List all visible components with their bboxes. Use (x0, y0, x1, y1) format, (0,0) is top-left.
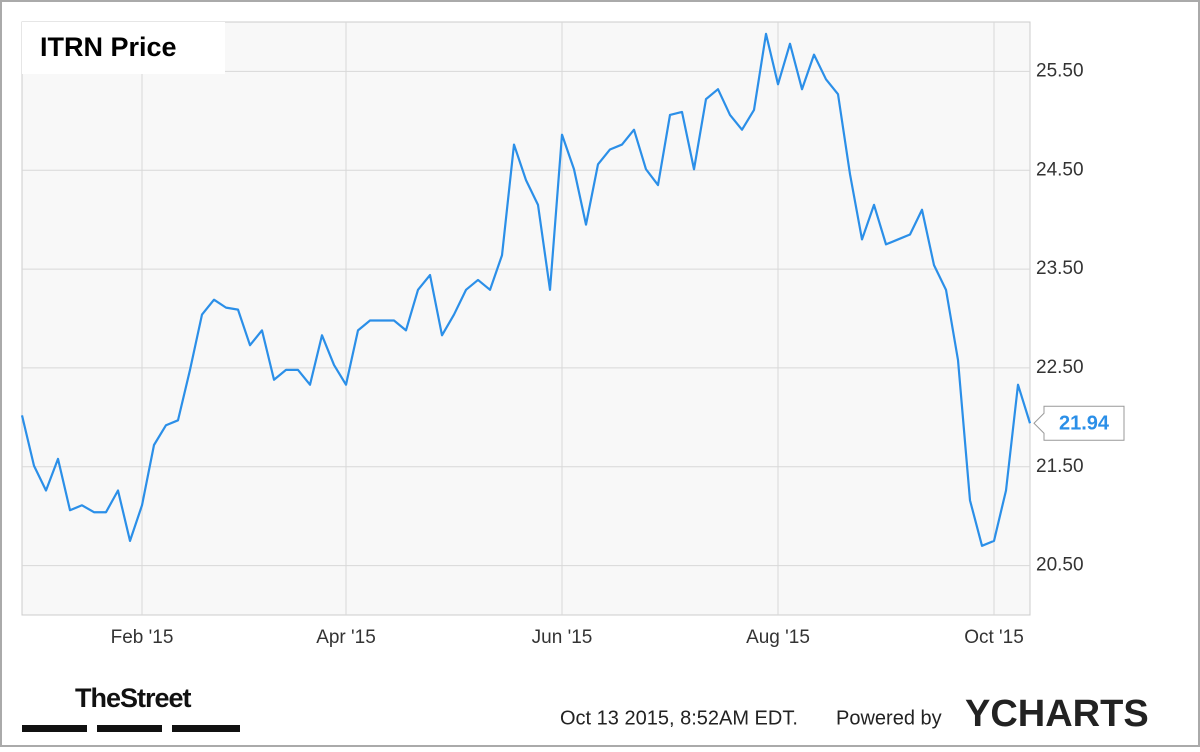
thestreet-logo: TheStreet (75, 683, 192, 713)
last-value-label: 21.94 (1059, 413, 1110, 435)
title-box (22, 22, 225, 74)
ycharts-logo: YCHARTS (965, 693, 1149, 735)
x-tick-label: Apr '15 (316, 627, 376, 648)
y-tick-label: 24.50 (1036, 159, 1084, 180)
y-tick-label: 23.50 (1036, 258, 1084, 279)
x-tick-label: Aug '15 (746, 627, 810, 648)
timestamp: Oct 13 2015, 8:52AM EDT. (560, 707, 798, 729)
chart-title: ITRN Price (40, 32, 177, 62)
y-tick-label: 20.50 (1036, 555, 1084, 576)
price-line (20, 32, 1032, 547)
logo-bar (97, 725, 162, 732)
plot-area (21, 21, 1031, 616)
logo-bar (172, 725, 240, 732)
x-tick-label: Oct '15 (964, 627, 1024, 648)
y-tick-label: 25.50 (1036, 60, 1084, 81)
y-tick-label: 21.50 (1036, 456, 1084, 477)
powered-by: Powered by (836, 707, 942, 729)
y-tick-label: 22.50 (1036, 357, 1084, 378)
x-tick-label: Jun '15 (532, 627, 593, 648)
logo-bar (22, 725, 87, 732)
x-tick-label: Feb '15 (111, 627, 174, 648)
last-value-box (1033, 405, 1125, 441)
